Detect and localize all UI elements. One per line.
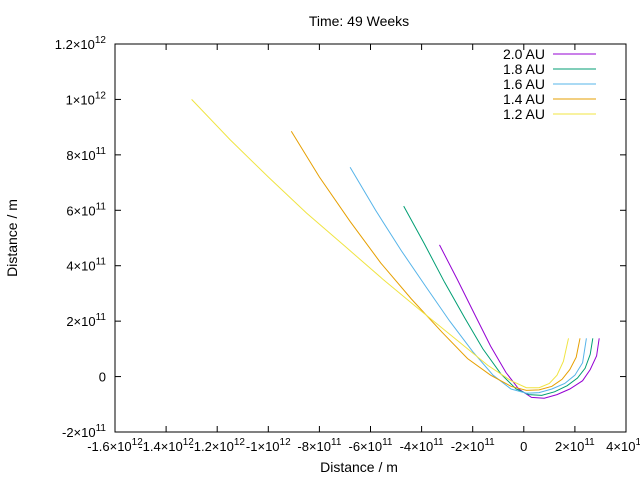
legend-label: 2.0 AU [503,46,545,62]
y-axis-ticks: -2×1011 0 2×1011 4×1011 6×1011 8×1011 1×1012 1.… [55,35,626,440]
series-line [439,244,600,399]
x-tick-label: -2×1011 [451,437,495,454]
x-axis-ticks: -1.6×1012-1.4×1012-1.2×1012 -1×1012 -8×101… [87,44,640,454]
y-tick-label: 0 [99,370,106,385]
legend-label: 1.2 AU [503,106,545,122]
series-line [191,99,569,389]
legend-label: 1.4 AU [503,91,545,107]
y-tick-label: 4×1011 [66,257,106,274]
series-lines [191,99,600,399]
legend-label: 1.8 AU [503,61,545,77]
x-tick-label: -4×1011 [400,437,444,454]
x-tick-label: -8×1011 [297,437,341,454]
x-axis-label: Distance / m [320,459,398,475]
y-tick-label: 1.2×1012 [55,35,107,52]
y-axis-label: Distance / m [4,199,20,277]
x-tick-label: -6×1011 [348,437,392,454]
x-tick-label: -1.4×1012 [138,437,194,454]
series-line [403,205,594,396]
x-tick-label: 0 [520,439,527,454]
x-tick-label: -1.2×1012 [189,437,245,454]
chart-title: Time: 49 Weeks [309,13,409,29]
plot-frame [114,43,627,433]
y-tick-label: 6×1011 [66,201,106,218]
series-line [290,131,581,391]
y-tick-label: 1×1012 [66,90,107,107]
series-line [349,167,587,394]
x-tick-label: 4×1011 [606,437,640,454]
x-tick-label: -1×1012 [246,437,291,454]
y-tick-label: 8×1011 [66,146,106,163]
x-tick-label: -1.6×1012 [87,437,143,454]
x-tick-label: 2×1011 [555,437,595,454]
legend: 2.0 AU1.8 AU1.6 AU1.4 AU1.2 AU [503,46,596,122]
y-tick-label: -2×1011 [62,423,106,440]
legend-label: 1.6 AU [503,76,545,92]
y-tick-label: 2×1011 [66,312,106,329]
